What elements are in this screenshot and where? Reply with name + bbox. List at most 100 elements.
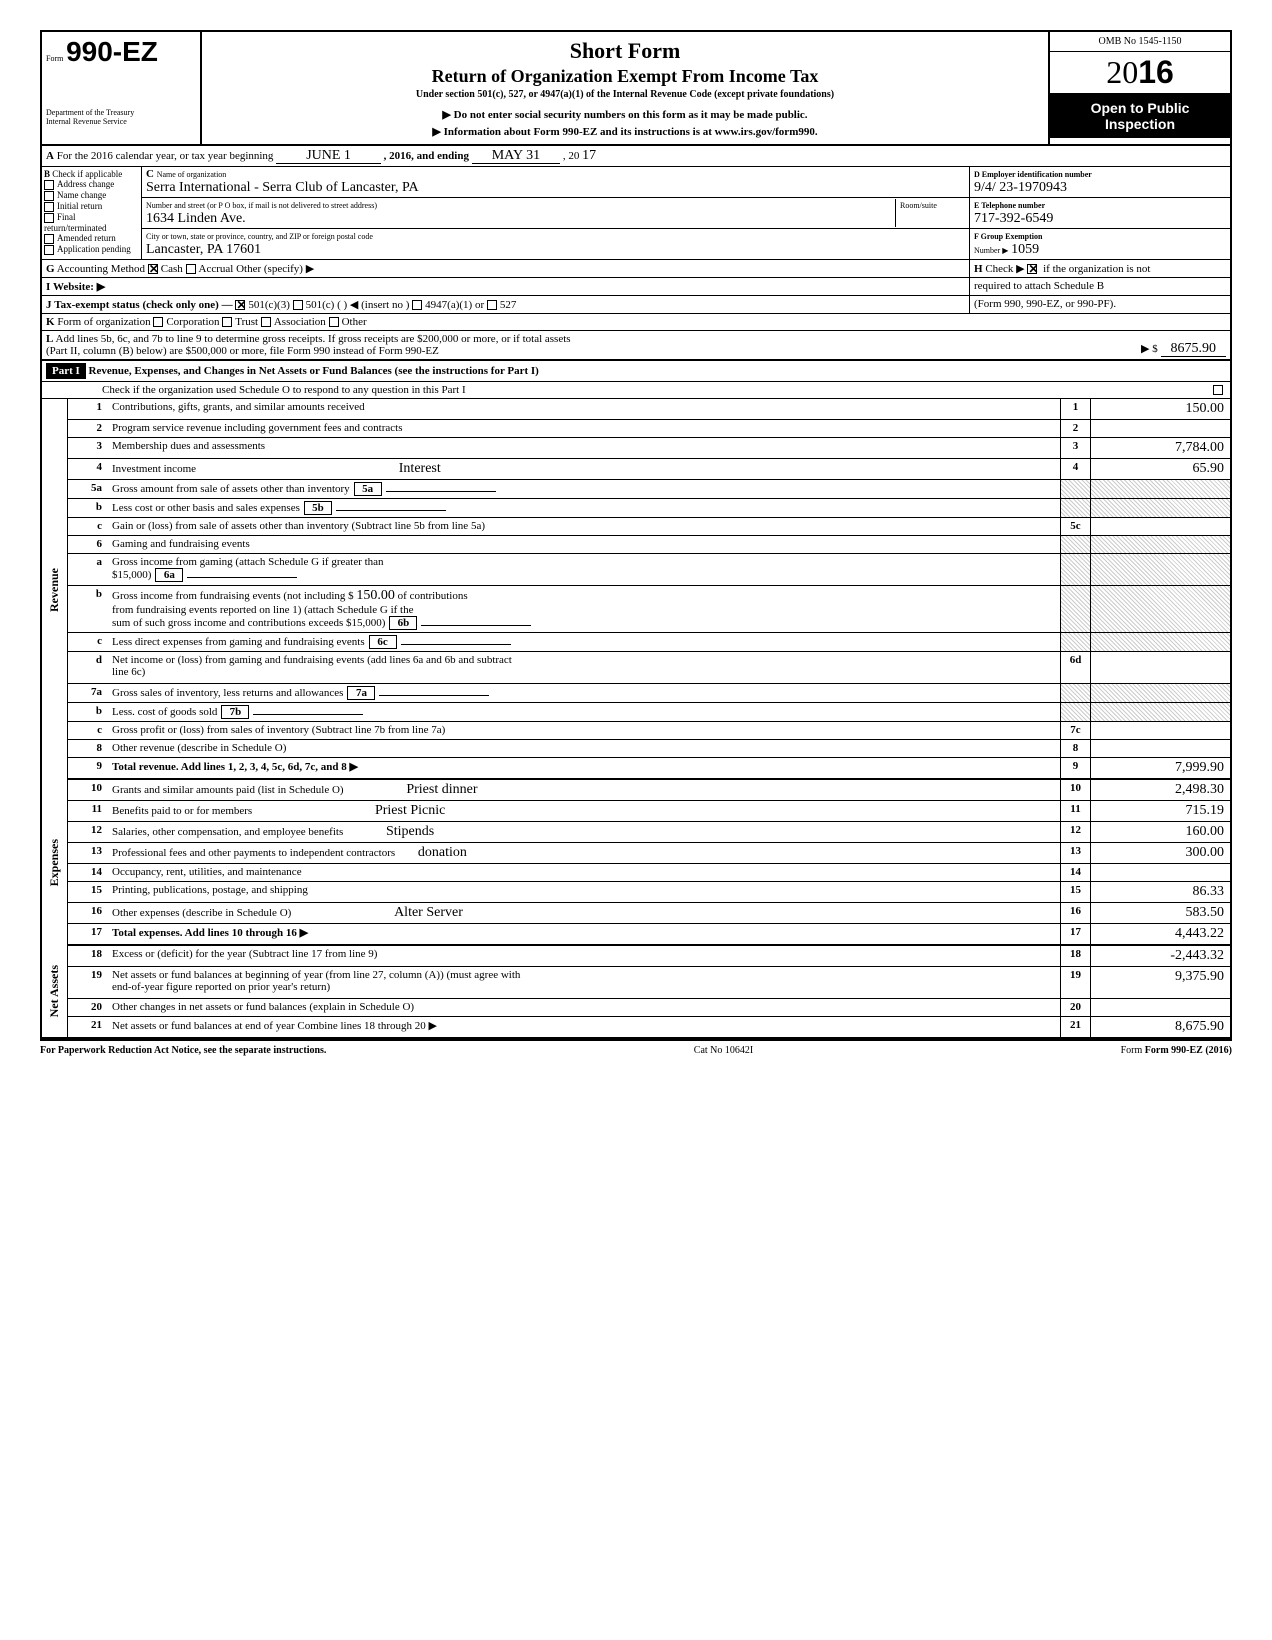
cb-501c3[interactable] xyxy=(235,300,245,310)
cb-trust[interactable] xyxy=(222,317,232,327)
ln21-box: 21 xyxy=(1060,1017,1090,1037)
cb-527[interactable] xyxy=(487,300,497,310)
ln13-num: 13 xyxy=(68,843,108,863)
tax-year-end: MAY 31 xyxy=(472,148,560,164)
line-a-yp: , 20 xyxy=(563,150,580,162)
part1-title: Revenue, Expenses, and Changes in Net As… xyxy=(89,365,539,377)
ln4-amt: 65.90 xyxy=(1090,459,1230,479)
ln7a-shade xyxy=(1060,684,1090,702)
l-arrow: ▶ $ xyxy=(1141,343,1158,355)
ln9-amt: 7,999.90 xyxy=(1090,758,1230,778)
row-j: J Tax-exempt status (check only one) — 5… xyxy=(42,296,1230,314)
l-text2: (Part II, column (B) below) are $500,000… xyxy=(46,345,439,357)
ln7b-sub: 7b xyxy=(221,705,249,719)
cb-cash[interactable] xyxy=(148,264,158,274)
ln5a-desc-wrap: Gross amount from sale of assets other t… xyxy=(108,480,1060,498)
ln16-note: Alter Server xyxy=(394,905,463,920)
footer-right: Form Form 990-EZ (2016) xyxy=(1121,1045,1232,1056)
cb-name-change[interactable] xyxy=(44,191,54,201)
ln7b-desc: Less. cost of goods sold xyxy=(112,706,217,718)
j-insert: ) ◀ (insert no ) xyxy=(344,299,410,311)
ln19-desc2: end-of-year figure reported on prior yea… xyxy=(112,981,330,993)
cb-final-return[interactable] xyxy=(44,213,54,223)
ln6b-shade2 xyxy=(1090,586,1230,632)
expenses-label: Expenses xyxy=(47,839,62,886)
ln6a-desc-wrap: Gross income from gaming (attach Schedul… xyxy=(108,554,1060,585)
j-text: Tax-exempt status (check only one) — xyxy=(54,299,232,311)
cb-address-change[interactable] xyxy=(44,180,54,190)
ln6d-num: d xyxy=(68,652,108,683)
cb-app-pending[interactable] xyxy=(44,245,54,255)
cb-schedule-o[interactable] xyxy=(1213,385,1223,395)
ln5a-num: 5a xyxy=(68,480,108,498)
label-j: J xyxy=(46,299,52,311)
org-name: Serra International - Serra Club of Lanc… xyxy=(146,180,419,195)
ln6c-num: c xyxy=(68,633,108,651)
ln8-num: 8 xyxy=(68,740,108,757)
ln6d-amt xyxy=(1090,652,1230,683)
label-k: K xyxy=(46,316,55,328)
ln11-desc: Benefits paid to or for members xyxy=(112,805,252,817)
ln18-amt: -2,443.32 xyxy=(1090,946,1230,966)
cb-initial-return[interactable] xyxy=(44,202,54,212)
ln5c-desc: Gain or (loss) from sale of assets other… xyxy=(108,518,1060,535)
ln19-box: 19 xyxy=(1060,967,1090,998)
cb-h[interactable] xyxy=(1027,264,1037,274)
dept1: Department of the Treasury xyxy=(46,108,196,117)
ln7a-shade2 xyxy=(1090,684,1230,702)
ln13-desc-wrap: Professional fees and other payments to … xyxy=(108,843,1060,863)
ln5b-desc: Less cost or other basis and sales expen… xyxy=(112,502,300,514)
ln8-amt xyxy=(1090,740,1230,757)
label-c: C xyxy=(146,168,154,180)
ln12-amt: 160.00 xyxy=(1090,822,1230,842)
ln5a-shade2 xyxy=(1090,480,1230,498)
cb-amended[interactable] xyxy=(44,234,54,244)
part1-check-text: Check if the organization used Schedule … xyxy=(102,384,466,396)
note-info: ▶ Information about Form 990-EZ and its … xyxy=(208,125,1042,138)
ln18-num: 18 xyxy=(68,946,108,966)
footer: For Paperwork Reduction Act Notice, see … xyxy=(40,1041,1232,1060)
cb-4947[interactable] xyxy=(412,300,422,310)
line-a-text1: For the 2016 calendar year, or tax year … xyxy=(57,150,274,162)
ln17-amt: 4,443.22 xyxy=(1090,924,1230,944)
ln6b-num: b xyxy=(68,586,108,632)
open1: Open to Public xyxy=(1052,100,1228,116)
label-l: L xyxy=(46,333,53,345)
cb-accrual[interactable] xyxy=(186,264,196,274)
cb-501c[interactable] xyxy=(293,300,303,310)
ln11-note: Priest Picnic xyxy=(375,803,445,818)
revenue-label: Revenue xyxy=(47,568,62,612)
ln6c-desc: Less direct expenses from gaming and fun… xyxy=(112,636,365,648)
ln6-num: 6 xyxy=(68,536,108,553)
ln4-box: 4 xyxy=(1060,459,1090,479)
ln10-box: 10 xyxy=(1060,780,1090,800)
ln2-num: 2 xyxy=(68,420,108,437)
ln10-desc: Grants and similar amounts paid (list in… xyxy=(112,784,344,796)
cb-other[interactable] xyxy=(329,317,339,327)
ln1-desc: Contributions, gifts, grants, and simila… xyxy=(108,399,1060,419)
h-text3: required to attach Schedule B xyxy=(974,280,1104,292)
ln5b-sub: 5b xyxy=(304,501,332,515)
cb-corp[interactable] xyxy=(153,317,163,327)
opt5: Application pending xyxy=(57,244,131,254)
cash: Cash xyxy=(161,263,183,275)
ln4-num: 4 xyxy=(68,459,108,479)
cb-assoc[interactable] xyxy=(261,317,271,327)
j-501c: 501(c) ( xyxy=(306,299,341,311)
h-text: Check ▶ xyxy=(985,263,1024,275)
ln6a-sub: 6a xyxy=(155,568,183,582)
ln11-num: 11 xyxy=(68,801,108,821)
ln16-num: 16 xyxy=(68,903,108,923)
ln5c-box: 5c xyxy=(1060,518,1090,535)
ln11-amt: 715.19 xyxy=(1090,801,1230,821)
ln1-box: 1 xyxy=(1060,399,1090,419)
ln6d-desc2: line 6c) xyxy=(112,666,145,678)
ln7b-shade2 xyxy=(1090,703,1230,721)
ln15-box: 15 xyxy=(1060,882,1090,902)
part1-check-row: Check if the organization used Schedule … xyxy=(42,382,1230,399)
ln3-amt: 7,784.00 xyxy=(1090,438,1230,458)
ln13-amt: 300.00 xyxy=(1090,843,1230,863)
ln10-amt: 2,498.30 xyxy=(1090,780,1230,800)
label-f: F Group Exemption xyxy=(974,232,1042,241)
ln7a-sub: 7a xyxy=(347,686,375,700)
